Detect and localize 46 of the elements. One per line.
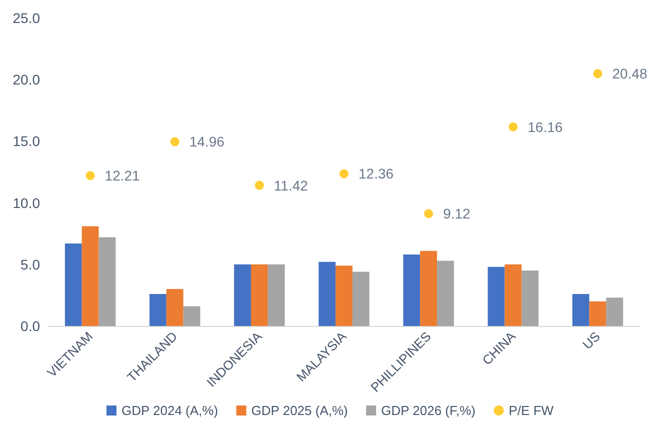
x-tick-label: US <box>580 328 604 352</box>
bar <box>149 294 166 326</box>
bar <box>166 289 184 326</box>
data-label: 12.21 <box>104 168 140 184</box>
point <box>508 122 518 132</box>
bar <box>589 301 606 326</box>
bar <box>572 294 590 326</box>
point <box>593 69 602 78</box>
data-label: 16.16 <box>528 118 563 135</box>
y-tick-label: 10.0 <box>12 194 40 211</box>
point <box>424 209 434 218</box>
y-tick-label: 15.0 <box>12 133 40 150</box>
y-tick-label: 5.0 <box>20 256 40 272</box>
bar <box>64 243 82 326</box>
bar <box>234 264 251 326</box>
bar <box>522 270 539 326</box>
bar <box>437 260 454 326</box>
bar <box>336 266 352 326</box>
point <box>86 171 95 180</box>
bar <box>420 250 438 326</box>
bar <box>98 237 116 326</box>
legend-label: GDP 2025 (A,%) <box>251 403 348 418</box>
bar <box>403 254 420 326</box>
legend-label: GDP 2026 (F,%) <box>381 403 476 418</box>
bar <box>488 266 505 326</box>
data-label: 9.12 <box>443 206 471 222</box>
point <box>340 169 348 178</box>
y-tick-label: 20.0 <box>12 72 40 88</box>
bar <box>606 298 624 326</box>
data-label: 12.36 <box>358 166 394 182</box>
data-label: 14.96 <box>189 134 225 150</box>
bar <box>183 306 200 326</box>
bar <box>268 264 285 326</box>
legend-label: P/E FW <box>508 403 554 418</box>
y-tick-label: 25.0 <box>12 10 40 26</box>
y-tick-label: 0.0 <box>20 318 40 334</box>
data-label: 11.42 <box>274 177 308 194</box>
bar <box>504 264 522 326</box>
data-label: 20.48 <box>612 66 648 82</box>
point <box>254 180 264 190</box>
bar <box>352 272 370 326</box>
point <box>170 137 180 146</box>
bar <box>318 262 336 326</box>
bar <box>250 264 268 326</box>
bar <box>82 226 99 326</box>
legend-label: GDP 2024 (A,%) <box>121 403 218 418</box>
